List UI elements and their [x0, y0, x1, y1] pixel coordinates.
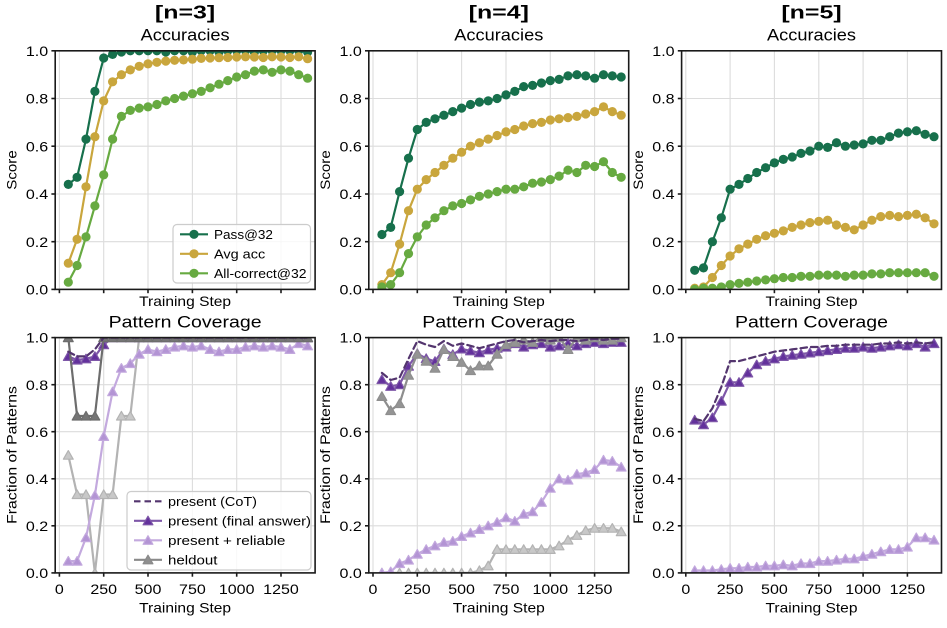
svg-text:500: 500 — [448, 581, 475, 597]
svg-text:0.8: 0.8 — [652, 91, 675, 107]
svg-text:Pattern Coverage: Pattern Coverage — [422, 314, 575, 332]
svg-text:Fraction of Patterns: Fraction of Patterns — [4, 386, 20, 524]
svg-text:1.0: 1.0 — [26, 330, 49, 346]
svg-text:Fraction of Patterns: Fraction of Patterns — [317, 386, 333, 524]
svg-text:1250: 1250 — [890, 581, 926, 597]
svg-text:500: 500 — [761, 581, 788, 597]
svg-text:Accuracies: Accuracies — [454, 27, 543, 45]
svg-text:0.0: 0.0 — [652, 565, 675, 581]
svg-text:1250: 1250 — [263, 581, 299, 597]
svg-text:0.4: 0.4 — [340, 471, 363, 487]
svg-text:500: 500 — [135, 581, 162, 597]
svg-text:present (CoT): present (CoT) — [168, 494, 257, 509]
svg-text:0.4: 0.4 — [652, 186, 675, 202]
svg-text:Training Step: Training Step — [139, 293, 231, 309]
svg-text:0.6: 0.6 — [26, 424, 49, 440]
svg-text:All-correct@32: All-correct@32 — [214, 266, 307, 281]
svg-text:0.2: 0.2 — [652, 234, 675, 250]
svg-text:0.0: 0.0 — [340, 565, 363, 581]
svg-text:0.8: 0.8 — [652, 377, 675, 393]
svg-text:[n=3]: [n=3] — [155, 2, 215, 22]
svg-text:0.8: 0.8 — [340, 377, 363, 393]
svg-text:0.2: 0.2 — [340, 518, 363, 534]
svg-text:present + reliable: present + reliable — [168, 533, 285, 548]
svg-text:0.0: 0.0 — [26, 565, 49, 581]
svg-text:750: 750 — [493, 581, 520, 597]
svg-text:0.4: 0.4 — [26, 471, 49, 487]
svg-text:1.0: 1.0 — [340, 330, 363, 346]
svg-text:750: 750 — [179, 581, 206, 597]
svg-text:Accuracies: Accuracies — [141, 27, 230, 45]
svg-text:250: 250 — [404, 581, 431, 597]
svg-text:750: 750 — [805, 581, 832, 597]
svg-text:1.0: 1.0 — [652, 330, 675, 346]
svg-text:1000: 1000 — [533, 581, 569, 597]
svg-text:0.2: 0.2 — [340, 234, 363, 250]
svg-text:0.2: 0.2 — [26, 234, 49, 250]
svg-text:Score: Score — [317, 150, 333, 190]
svg-text:0.0: 0.0 — [340, 282, 363, 298]
svg-text:Fraction of Patterns: Fraction of Patterns — [630, 386, 646, 524]
svg-text:0.2: 0.2 — [652, 518, 675, 534]
svg-text:0.0: 0.0 — [652, 282, 675, 298]
svg-text:0.2: 0.2 — [26, 518, 49, 534]
svg-text:0: 0 — [681, 581, 690, 597]
svg-text:present (final answer): present (final answer) — [168, 514, 311, 529]
svg-text:Pass@32: Pass@32 — [214, 227, 273, 242]
svg-text:Training Step: Training Step — [766, 293, 858, 309]
svg-text:0.8: 0.8 — [26, 377, 49, 393]
svg-text:0.4: 0.4 — [340, 186, 363, 202]
svg-text:Training Step: Training Step — [453, 599, 545, 615]
svg-text:1000: 1000 — [219, 581, 255, 597]
svg-text:1250: 1250 — [577, 581, 613, 597]
svg-text:[n=4]: [n=4] — [469, 2, 529, 22]
svg-text:0.0: 0.0 — [26, 282, 49, 298]
svg-text:0.8: 0.8 — [340, 91, 363, 107]
svg-text:250: 250 — [90, 581, 117, 597]
svg-text:0.6: 0.6 — [26, 138, 49, 154]
svg-text:1.0: 1.0 — [652, 43, 675, 59]
svg-text:1.0: 1.0 — [26, 43, 49, 59]
svg-text:250: 250 — [717, 581, 744, 597]
svg-text:0.4: 0.4 — [652, 471, 675, 487]
svg-text:0: 0 — [55, 581, 64, 597]
svg-text:0.4: 0.4 — [26, 186, 49, 202]
svg-text:1.0: 1.0 — [340, 43, 363, 59]
svg-text:0.6: 0.6 — [652, 138, 675, 154]
svg-text:[n=5]: [n=5] — [781, 2, 841, 22]
svg-text:heldout: heldout — [168, 553, 218, 568]
svg-text:0: 0 — [369, 581, 378, 597]
svg-text:0.6: 0.6 — [340, 138, 363, 154]
svg-text:0.6: 0.6 — [340, 424, 363, 440]
svg-text:Training Step: Training Step — [139, 599, 231, 615]
svg-text:0.8: 0.8 — [26, 91, 49, 107]
svg-text:Training Step: Training Step — [766, 599, 858, 615]
svg-text:Training Step: Training Step — [453, 293, 545, 309]
svg-text:Pattern Coverage: Pattern Coverage — [109, 314, 262, 332]
svg-text:Avg acc: Avg acc — [214, 247, 266, 262]
svg-text:Accuracies: Accuracies — [767, 27, 856, 45]
svg-text:0.6: 0.6 — [652, 424, 675, 440]
svg-text:Pattern Coverage: Pattern Coverage — [735, 314, 888, 332]
svg-text:Score: Score — [630, 150, 646, 190]
svg-text:1000: 1000 — [845, 581, 881, 597]
svg-text:Score: Score — [4, 150, 20, 190]
